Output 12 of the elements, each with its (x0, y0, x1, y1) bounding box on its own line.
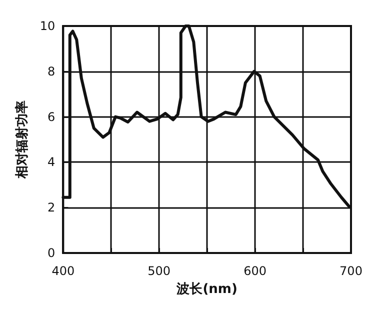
y-tick-label: 0 (48, 246, 56, 260)
x-tick-label: 700 (340, 264, 362, 278)
y-tick-label: 4 (48, 155, 56, 170)
y-tick-label: 10 (40, 19, 56, 33)
y-tick-label: 2 (48, 200, 56, 215)
x-tick-label: 500 (148, 264, 171, 278)
y-tick-label: 8 (48, 64, 56, 78)
x-tick-label: 600 (244, 264, 267, 278)
x-tick-label: 400 (52, 264, 75, 278)
x-axis-title: 波长(nm) (176, 282, 238, 297)
y-axis-title: 相对辐射功率 (14, 100, 30, 180)
y-tick-label: 6 (48, 110, 56, 124)
